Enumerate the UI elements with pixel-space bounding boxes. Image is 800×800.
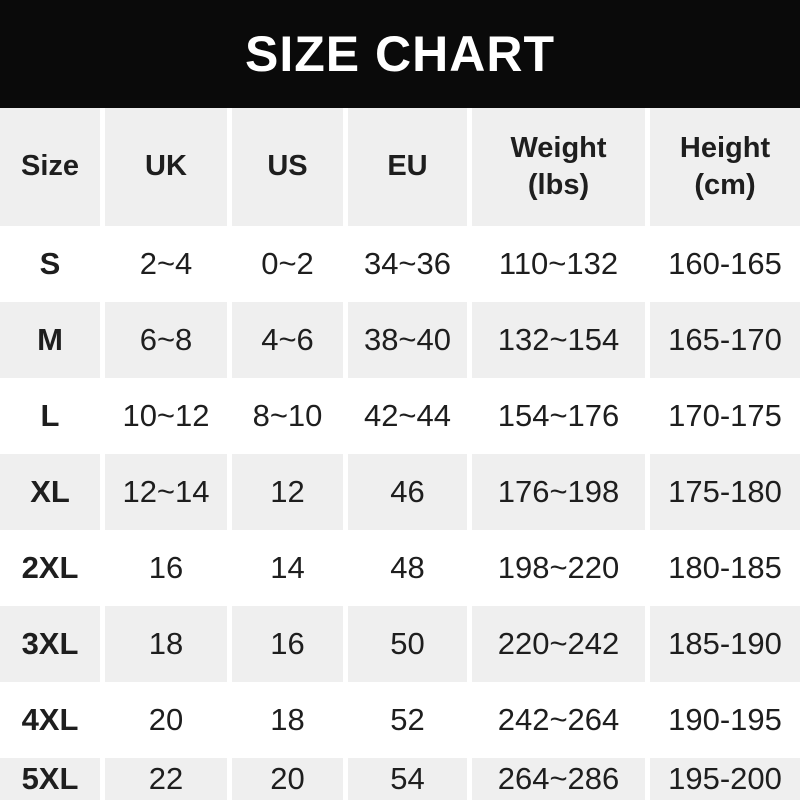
table-cell: 16 [227, 606, 343, 682]
table-row-5xl: 5XL 22 20 54 264~286 195-200 [0, 758, 800, 800]
header-label: Weight [510, 131, 607, 164]
header-label: EU [387, 150, 428, 183]
table-cell: 52 [343, 682, 467, 758]
table-cell: 170-175 [645, 378, 800, 454]
table-cell: 8~10 [227, 378, 343, 454]
table-cell: 20 [227, 758, 343, 800]
table-cell: 185-190 [645, 606, 800, 682]
header-label: US [267, 150, 308, 183]
table-cell: 48 [343, 530, 467, 606]
table-cell: 42~44 [343, 378, 467, 454]
column-header-weight: Weight (lbs) [467, 108, 645, 226]
table-cell: 190-195 [645, 682, 800, 758]
page-title: SIZE CHART [245, 26, 555, 82]
header-label: Height [679, 131, 771, 164]
table-cell: 220~242 [467, 606, 645, 682]
table-cell: 4~6 [227, 302, 343, 378]
table-cell: 14 [227, 530, 343, 606]
table-cell: 154~176 [467, 378, 645, 454]
table-cell: 165-170 [645, 302, 800, 378]
table-cell: 264~286 [467, 758, 645, 800]
table-cell: 12~14 [100, 454, 227, 530]
size-chart-table: Size UK US EU Weight (lbs) Height (cm) S… [0, 108, 800, 800]
row-label: 4XL [0, 682, 100, 758]
row-label: M [0, 302, 100, 378]
table-cell: 46 [343, 454, 467, 530]
row-label: XL [0, 454, 100, 530]
table-cell: 38~40 [343, 302, 467, 378]
table-row-2xl: 2XL 16 14 48 198~220 180-185 [0, 530, 800, 606]
table-row-xl: XL 12~14 12 46 176~198 175-180 [0, 454, 800, 530]
table-header-row: Size UK US EU Weight (lbs) Height (cm) [0, 108, 800, 226]
table-cell: 195-200 [645, 758, 800, 800]
header-label-unit: (cm) [694, 169, 756, 201]
table-cell: 175-180 [645, 454, 800, 530]
table-cell: 18 [227, 682, 343, 758]
table-cell: 198~220 [467, 530, 645, 606]
table-cell: 132~154 [467, 302, 645, 378]
table-cell: 50 [343, 606, 467, 682]
row-label: 5XL [0, 758, 100, 800]
row-label: L [0, 378, 100, 454]
header-label: Size [20, 150, 80, 183]
header-label: UK [145, 150, 187, 183]
column-header-uk: UK [100, 108, 227, 226]
table-cell: 176~198 [467, 454, 645, 530]
column-header-eu: EU [343, 108, 467, 226]
table-cell: 0~2 [227, 226, 343, 302]
table-cell: 180-185 [645, 530, 800, 606]
table-cell: 22 [100, 758, 227, 800]
title-banner: SIZE CHART [0, 0, 800, 108]
table-row-4xl: 4XL 20 18 52 242~264 190-195 [0, 682, 800, 758]
table-cell: 110~132 [467, 226, 645, 302]
row-label: 2XL [0, 530, 100, 606]
row-label: 3XL [0, 606, 100, 682]
table-cell: 12 [227, 454, 343, 530]
column-header-size: Size [0, 108, 100, 226]
table-row-3xl: 3XL 18 16 50 220~242 185-190 [0, 606, 800, 682]
table-cell: 16 [100, 530, 227, 606]
table-row-m: M 6~8 4~6 38~40 132~154 165-170 [0, 302, 800, 378]
column-header-us: US [227, 108, 343, 226]
table-cell: 2~4 [100, 226, 227, 302]
table-cell: 6~8 [100, 302, 227, 378]
table-cell: 18 [100, 606, 227, 682]
table-row-l: L 10~12 8~10 42~44 154~176 170-175 [0, 378, 800, 454]
table-cell: 34~36 [343, 226, 467, 302]
table-cell: 54 [343, 758, 467, 800]
row-label: S [0, 226, 100, 302]
header-label-unit: (lbs) [527, 169, 590, 201]
table-cell: 242~264 [467, 682, 645, 758]
table-row-s: S 2~4 0~2 34~36 110~132 160-165 [0, 226, 800, 302]
column-header-height: Height (cm) [645, 108, 800, 226]
table-cell: 10~12 [100, 378, 227, 454]
table-cell: 20 [100, 682, 227, 758]
table-cell: 160-165 [645, 226, 800, 302]
